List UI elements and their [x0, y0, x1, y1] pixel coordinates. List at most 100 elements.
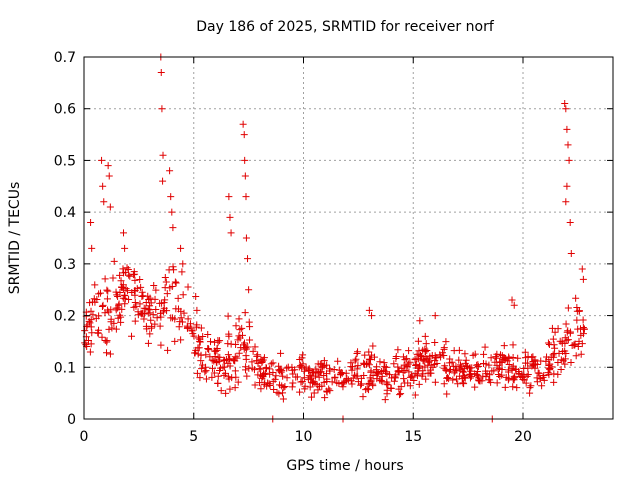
- data-point: [202, 363, 210, 371]
- data-point: [108, 324, 116, 332]
- data-point: [214, 372, 222, 380]
- data-point: [365, 348, 373, 356]
- data-point: [246, 336, 254, 344]
- data-point: [224, 351, 232, 359]
- data-point: [483, 370, 491, 378]
- data-point: [130, 268, 138, 276]
- data-point: [245, 286, 253, 294]
- data-point: [442, 366, 450, 374]
- data-point: [376, 358, 384, 366]
- x-tick-label: 0: [80, 429, 89, 445]
- data-point: [502, 354, 510, 362]
- data-point: [208, 356, 216, 364]
- data-point: [113, 304, 121, 312]
- data-point: [305, 372, 313, 380]
- data-point: [152, 286, 160, 294]
- data-point: [520, 364, 528, 372]
- data-point: [297, 362, 305, 370]
- data-point: [140, 315, 148, 323]
- data-point: [146, 330, 154, 338]
- data-point: [473, 372, 481, 380]
- data-point: [125, 271, 133, 279]
- data-point: [382, 363, 390, 371]
- data-point: [377, 368, 385, 376]
- data-point: [159, 177, 167, 185]
- data-point: [404, 379, 412, 387]
- data-point: [236, 326, 244, 334]
- data-point: [550, 353, 558, 361]
- data-point: [248, 364, 256, 372]
- data-point: [196, 374, 204, 382]
- data-point: [400, 375, 408, 383]
- data-point: [421, 348, 429, 356]
- data-point: [572, 294, 580, 302]
- data-point: [192, 346, 200, 354]
- data-point: [565, 156, 573, 164]
- data-point: [105, 325, 113, 333]
- data-point: [106, 203, 114, 211]
- x-tick-label: 10: [295, 429, 313, 445]
- data-point: [394, 346, 402, 354]
- data-point: [239, 120, 247, 128]
- data-point: [107, 315, 115, 323]
- data-point: [411, 356, 419, 364]
- y-tick-label: 0.6: [54, 102, 76, 118]
- data-point: [283, 374, 291, 382]
- data-point: [564, 141, 572, 149]
- data-point: [456, 361, 464, 369]
- y-tick-label: 0.5: [54, 153, 76, 169]
- data-point: [471, 383, 479, 391]
- data-point: [505, 360, 513, 368]
- data-point: [421, 332, 429, 340]
- data-point: [298, 378, 306, 386]
- data-point: [121, 244, 129, 252]
- data-point: [368, 312, 376, 320]
- data-point: [220, 356, 228, 364]
- data-point: [387, 385, 395, 393]
- data-point: [260, 381, 268, 389]
- data-point: [543, 353, 551, 361]
- data-point: [174, 294, 182, 302]
- chart-title: Day 186 of 2025, SRMTID for receiver nor…: [196, 19, 495, 35]
- data-point: [571, 341, 579, 349]
- data-point: [225, 193, 233, 201]
- data-point: [242, 366, 250, 374]
- data-point: [299, 351, 307, 359]
- data-point: [334, 357, 342, 365]
- data-point: [331, 373, 339, 381]
- data-point: [241, 309, 249, 317]
- data-point: [353, 349, 361, 357]
- data-point: [163, 307, 171, 315]
- data-point: [157, 341, 165, 349]
- data-point: [471, 350, 479, 358]
- data-point: [380, 359, 388, 367]
- data-point: [365, 306, 373, 314]
- data-point: [554, 370, 562, 378]
- data-point: [158, 299, 166, 307]
- data-point: [93, 295, 101, 303]
- data-point: [159, 308, 167, 316]
- y-axis-label: SRMTID / TECUs: [7, 182, 23, 295]
- data-point: [159, 151, 167, 159]
- data-point: [279, 395, 287, 403]
- data-point: [193, 306, 201, 314]
- data-point: [563, 182, 571, 190]
- data-point: [168, 282, 176, 290]
- data-point: [184, 323, 192, 331]
- data-point: [419, 357, 427, 365]
- data-point: [265, 365, 273, 373]
- data-point: [523, 372, 531, 380]
- data-point: [208, 373, 216, 381]
- data-point: [241, 156, 249, 164]
- data-point: [373, 375, 381, 383]
- data-point: [461, 350, 469, 358]
- data-point: [513, 384, 521, 392]
- data-point: [333, 379, 341, 387]
- data-point: [501, 383, 509, 391]
- data-point: [168, 208, 176, 216]
- data-point: [120, 229, 128, 237]
- data-point: [280, 384, 288, 392]
- data-point: [224, 373, 232, 381]
- data-point: [431, 361, 439, 369]
- data-point: [242, 234, 250, 242]
